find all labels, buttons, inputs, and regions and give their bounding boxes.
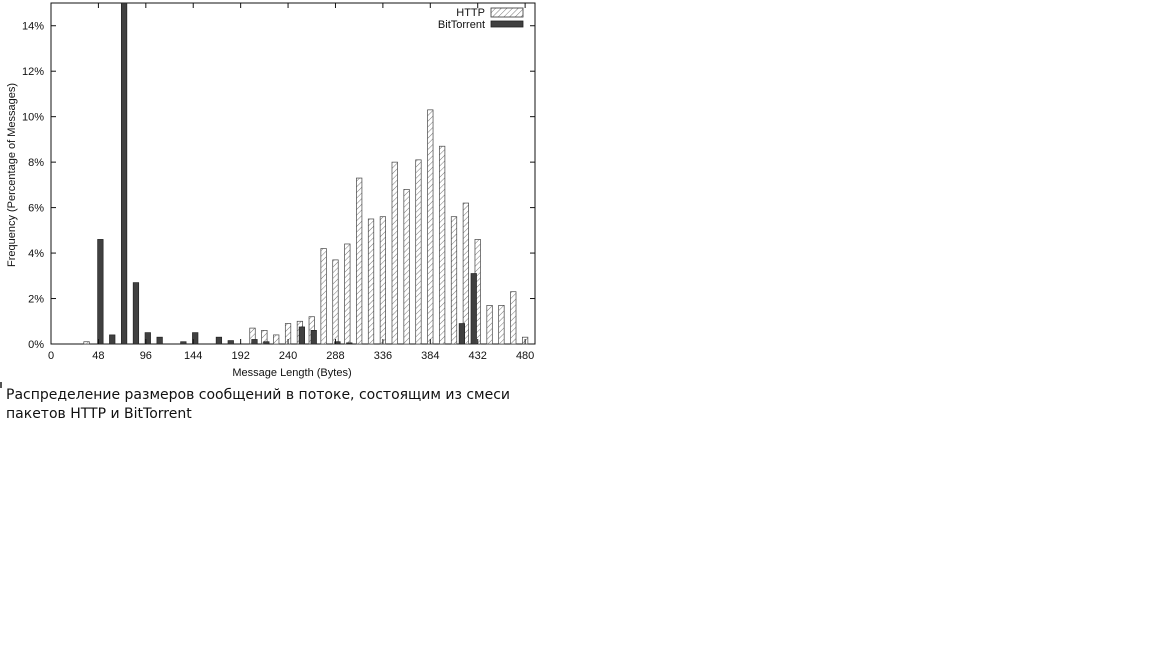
legend-swatch-bittorrent	[490, 20, 524, 28]
x-tick-label: 240	[279, 350, 297, 362]
x-tick-label: 480	[516, 350, 534, 362]
http-bar	[427, 109, 434, 345]
x-tick-label: 192	[231, 350, 249, 362]
x-tick-label: 288	[326, 350, 344, 362]
x-tick-label: 144	[184, 350, 202, 362]
x-tick-label: 432	[469, 350, 487, 362]
bittorrent-bar	[470, 273, 477, 345]
plot-area-border	[50, 2, 536, 345]
bars-layer	[83, 2, 529, 345]
bittorrent-bar	[132, 282, 140, 345]
bittorrent-bar	[251, 339, 258, 345]
bittorrent-bar	[215, 336, 223, 345]
x-tick-label: 336	[374, 350, 392, 362]
http-bar	[367, 218, 375, 345]
bittorrent-bar	[120, 2, 128, 345]
http-bar	[391, 161, 398, 345]
x-tick-label: 96	[140, 350, 152, 362]
bittorrent-bar	[458, 323, 466, 345]
y-tick-label: 12%	[22, 66, 44, 78]
http-bar	[462, 202, 469, 345]
y-tick-label: 10%	[22, 112, 44, 124]
bittorrent-bar	[298, 326, 305, 345]
y-tick-label: 0%	[28, 339, 44, 351]
y-tick-label: 14%	[22, 21, 44, 33]
legend-label-http: HTTP	[456, 7, 485, 19]
y-tick-label: 6%	[28, 203, 44, 215]
bittorrent-bar	[109, 334, 116, 345]
http-bar	[486, 305, 493, 345]
http-bar	[403, 189, 410, 345]
http-bar	[344, 243, 351, 345]
y-tick-label: 2%	[28, 294, 44, 306]
bittorrent-bar	[334, 341, 341, 345]
legend-swatch-http	[490, 7, 524, 18]
http-bar	[320, 248, 327, 345]
plot-frame	[50, 2, 536, 345]
bittorrent-bar	[263, 341, 270, 345]
bittorrent-bar	[97, 239, 104, 345]
y-axis-label: Frequency (Percentage of Messages)	[6, 83, 18, 267]
http-bar	[510, 291, 517, 345]
x-tick-label: 0	[48, 350, 54, 362]
http-bar	[356, 177, 363, 345]
bittorrent-bar	[180, 341, 187, 345]
http-bar	[332, 259, 339, 345]
x-tick-label: 384	[421, 350, 439, 362]
ticks-layer: 0% 2% 4% 6% 8% 10% 12% 14% 0 48 96 144 192 240 288 336 3…	[22, 3, 535, 362]
http-bar	[379, 216, 386, 345]
figure-caption: Распределение размеров сообщений в поток…	[6, 387, 511, 422]
http-bar	[415, 159, 422, 345]
http-bar	[439, 145, 446, 345]
bittorrent-bar	[227, 340, 234, 345]
http-bar	[273, 334, 280, 345]
y-tick-label: 4%	[28, 248, 44, 260]
bittorrent-bar	[192, 332, 199, 345]
legend-label-bittorrent: BitTorrent	[438, 19, 485, 31]
x-tick-label: 48	[92, 350, 104, 362]
bittorrent-bar	[346, 342, 353, 345]
bittorrent-bar	[156, 336, 163, 345]
bittorrent-bar	[144, 332, 151, 345]
caption-marker	[0, 382, 2, 388]
http-bar	[498, 305, 505, 345]
http-bar	[450, 216, 458, 345]
x-axis-label: Message Length (Bytes)	[232, 367, 351, 379]
http-bar	[83, 341, 90, 345]
y-tick-label: 8%	[28, 157, 44, 169]
bar-chart: 0% 2% 4% 6% 8% 10% 12% 14% 0 48 96 144 192 240 288 336 3…	[6, 2, 536, 379]
bittorrent-bar	[310, 330, 317, 345]
legend: HTTP BitTorrent	[438, 7, 524, 31]
